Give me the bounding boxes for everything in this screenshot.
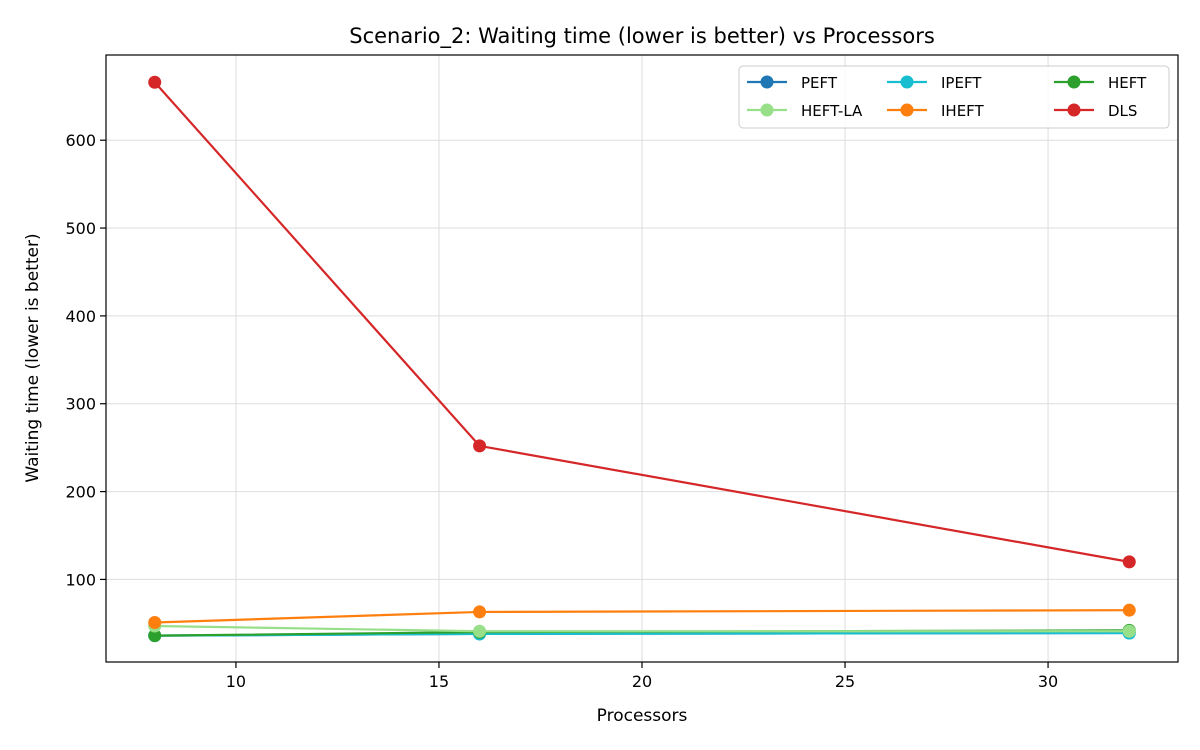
series-dls [148,75,1136,569]
legend-label: IPEFT [941,74,982,92]
legend-item-dls: DLS [1054,102,1137,120]
legend-item-iheft: IHEFT [887,102,985,120]
data-point-iheft [473,605,487,619]
legend-swatch-marker [760,75,774,89]
x-tick-label: 10 [226,672,246,691]
series-iheft [148,603,1136,629]
data-point-heft-la [1122,624,1136,638]
series-layer [148,75,1136,643]
y-tick-label: 200 [65,483,96,502]
legend-item-heft-la: HEFT-LA [747,102,863,120]
legend-item-peft: PEFT [747,74,838,92]
chart-title: Scenario_2: Waiting time (lower is bette… [349,24,935,49]
y-tick-label: 300 [65,395,96,414]
x-tick-label: 25 [835,672,855,691]
data-point-iheft [148,615,162,629]
x-tick-label: 15 [429,672,449,691]
legend-label: IHEFT [941,102,985,120]
y-tick-label: 100 [65,570,96,589]
data-point-iheft [1122,603,1136,617]
y-tick-label: 400 [65,307,96,326]
data-point-dls [148,75,162,89]
legend-label: HEFT-LA [801,102,863,120]
x-tick-label: 20 [632,672,652,691]
legend-item-heft: HEFT [1054,74,1147,92]
y-tick-label: 600 [65,131,96,150]
legend-label: HEFT [1108,74,1147,92]
y-axis-label: Waiting time (lower is better) [23,233,43,482]
x-axis: 10 15 20 25 30 [226,662,1058,691]
y-tick-label: 500 [65,219,96,238]
x-axis-label: Processors [597,706,688,726]
x-tick-label: 30 [1038,672,1058,691]
data-point-dls [1122,555,1136,569]
data-point-dls [473,439,487,453]
y-axis: 100 200 300 400 500 600 [65,131,106,589]
legend-swatch-marker [900,75,914,89]
legend-swatch-marker [1067,103,1081,117]
legend-swatch-marker [1067,75,1081,89]
data-point-heft-la [473,624,487,638]
legend: PEFT IPEFT HEFT HEFT-LA IHEFT DLS [738,65,1170,129]
legend-label: PEFT [801,74,838,92]
legend-swatch-marker [760,103,774,117]
legend-swatch-marker [900,103,914,117]
data-point-heft [148,629,162,643]
grid [106,55,1178,662]
legend-label: DLS [1108,102,1137,120]
legend-item-ipeft: IPEFT [887,74,982,92]
